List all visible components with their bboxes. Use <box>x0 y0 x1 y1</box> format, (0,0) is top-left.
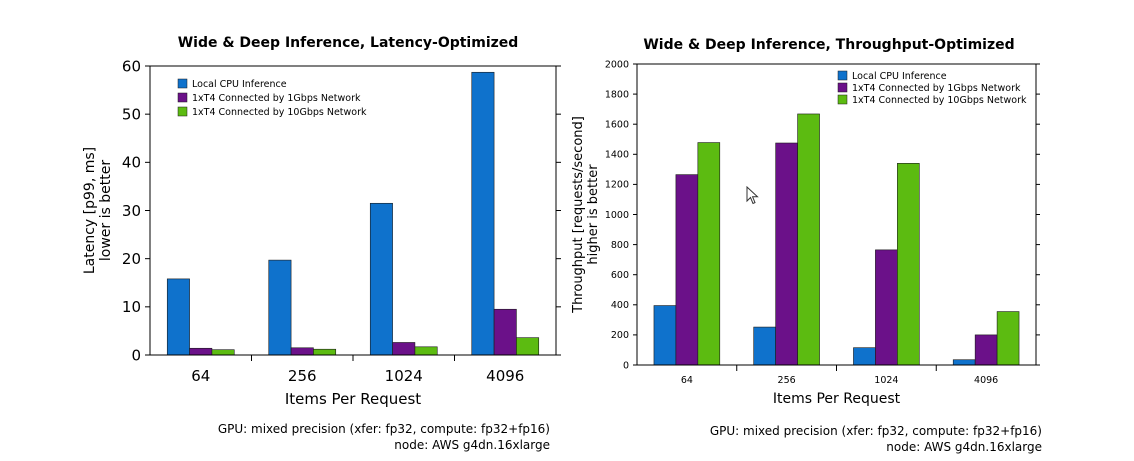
x-axis-label: Items Per Request <box>773 391 901 407</box>
bar-local-cpu-256 <box>268 259 292 356</box>
bar-local-cpu-4096 <box>471 71 495 356</box>
x-axis-label: Items Per Request <box>285 390 421 408</box>
y-axis-label: Latency [p99, ms] <box>82 147 98 274</box>
bar-10gbps-64 <box>211 349 235 356</box>
chart-latency: Wide & Deep Inference, Latency-Optimized… <box>82 35 561 408</box>
legend-swatch <box>837 70 848 81</box>
x-tick-label: 256 <box>778 375 796 386</box>
chart-title: Wide & Deep Inference, Throughput-Optimi… <box>643 37 1014 53</box>
y-tick-label: 10 <box>122 298 141 316</box>
bar-10gbps-4096 <box>996 311 1020 366</box>
legend-label: 1xT4 Connected by 1Gbps Network <box>852 83 1021 94</box>
legend-swatch <box>177 106 188 117</box>
legend-swatch <box>177 92 188 103</box>
bar-local-cpu-1024 <box>853 347 876 366</box>
x-tick-label: 1024 <box>385 367 423 385</box>
footnote-latency-line2: node: AWS g4dn.16xlarge <box>394 438 550 452</box>
y-tick-label: 60 <box>122 57 141 75</box>
y-axis-label: Throughput [requests/second] <box>571 116 586 314</box>
bar-local-cpu-1024 <box>369 202 393 356</box>
y-tick-label: 0 <box>623 360 629 371</box>
legend-label: 1xT4 Connected by 1Gbps Network <box>192 93 361 104</box>
y-axis-sublabel: lower is better <box>98 160 114 261</box>
bar-local-cpu-64 <box>653 305 677 366</box>
bar-local-cpu-256 <box>753 326 776 366</box>
legend-label: Local CPU Inference <box>192 79 287 90</box>
bar-10gbps-256 <box>797 113 820 366</box>
footnote-throughput: GPU: mixed precision (xfer: fp32, comput… <box>710 423 1042 455</box>
chart-title: Wide & Deep Inference, Latency-Optimized <box>178 35 519 51</box>
y-tick-label: 400 <box>611 300 629 311</box>
y-tick-label: 20 <box>122 250 141 268</box>
footnote-throughput-line2: node: AWS g4dn.16xlarge <box>886 440 1042 454</box>
y-tick-label: 200 <box>611 330 629 341</box>
bar-1gbps-1024 <box>875 249 898 366</box>
bar-1gbps-1024 <box>392 342 416 356</box>
y-tick-label: 2000 <box>605 59 629 70</box>
mouse-pointer-icon <box>746 186 759 205</box>
y-tick-label: 0 <box>131 346 141 364</box>
x-tick-label: 4096 <box>974 375 998 386</box>
bar-1gbps-64 <box>189 347 213 356</box>
y-tick-label: 1400 <box>605 150 629 161</box>
bar-local-cpu-64 <box>166 278 190 356</box>
chart-throughput: Wide & Deep Inference, Throughput-Optimi… <box>571 37 1040 407</box>
footnote-throughput-line1: GPU: mixed precision (xfer: fp32, comput… <box>709 424 1042 438</box>
bar-local-cpu-4096 <box>952 359 976 366</box>
y-tick-label: 1000 <box>605 210 629 221</box>
legend-label: 1xT4 Connected by 10Gbps Network <box>192 107 367 118</box>
y-tick-label: 600 <box>611 270 629 281</box>
bar-1gbps-4096 <box>493 308 517 356</box>
y-tick-label: 1800 <box>605 89 629 100</box>
y-tick-label: 1200 <box>605 180 629 191</box>
legend-swatch <box>837 94 848 105</box>
y-tick-label: 30 <box>122 202 141 220</box>
footnote-latency-line1: GPU: mixed precision (xfer: fp32, comput… <box>217 422 550 436</box>
bar-10gbps-256 <box>313 348 337 356</box>
bar-1gbps-256 <box>290 347 314 356</box>
footnote-latency: GPU: mixed precision (xfer: fp32, comput… <box>218 421 550 453</box>
bar-10gbps-64 <box>697 142 721 366</box>
x-tick-label: 4096 <box>486 367 524 385</box>
bar-10gbps-1024 <box>414 346 438 356</box>
legend-swatch <box>177 78 188 89</box>
y-axis-sublabel: higher is better <box>586 164 601 265</box>
y-tick-label: 1600 <box>605 120 629 131</box>
legend-label: 1xT4 Connected by 10Gbps Network <box>852 95 1027 106</box>
y-tick-label: 40 <box>122 154 141 172</box>
x-tick-label: 64 <box>191 367 210 385</box>
bar-1gbps-256 <box>775 142 798 366</box>
y-tick-label: 50 <box>122 105 141 123</box>
bar-1gbps-64 <box>675 174 699 366</box>
x-tick-label: 256 <box>288 367 317 385</box>
x-tick-label: 64 <box>681 375 693 386</box>
bar-10gbps-1024 <box>897 163 920 366</box>
legend-swatch <box>837 82 848 93</box>
bar-10gbps-4096 <box>516 337 540 356</box>
bar-1gbps-4096 <box>974 334 998 366</box>
legend-label: Local CPU Inference <box>852 71 947 82</box>
y-tick-label: 800 <box>611 240 629 251</box>
x-tick-label: 1024 <box>874 375 898 386</box>
